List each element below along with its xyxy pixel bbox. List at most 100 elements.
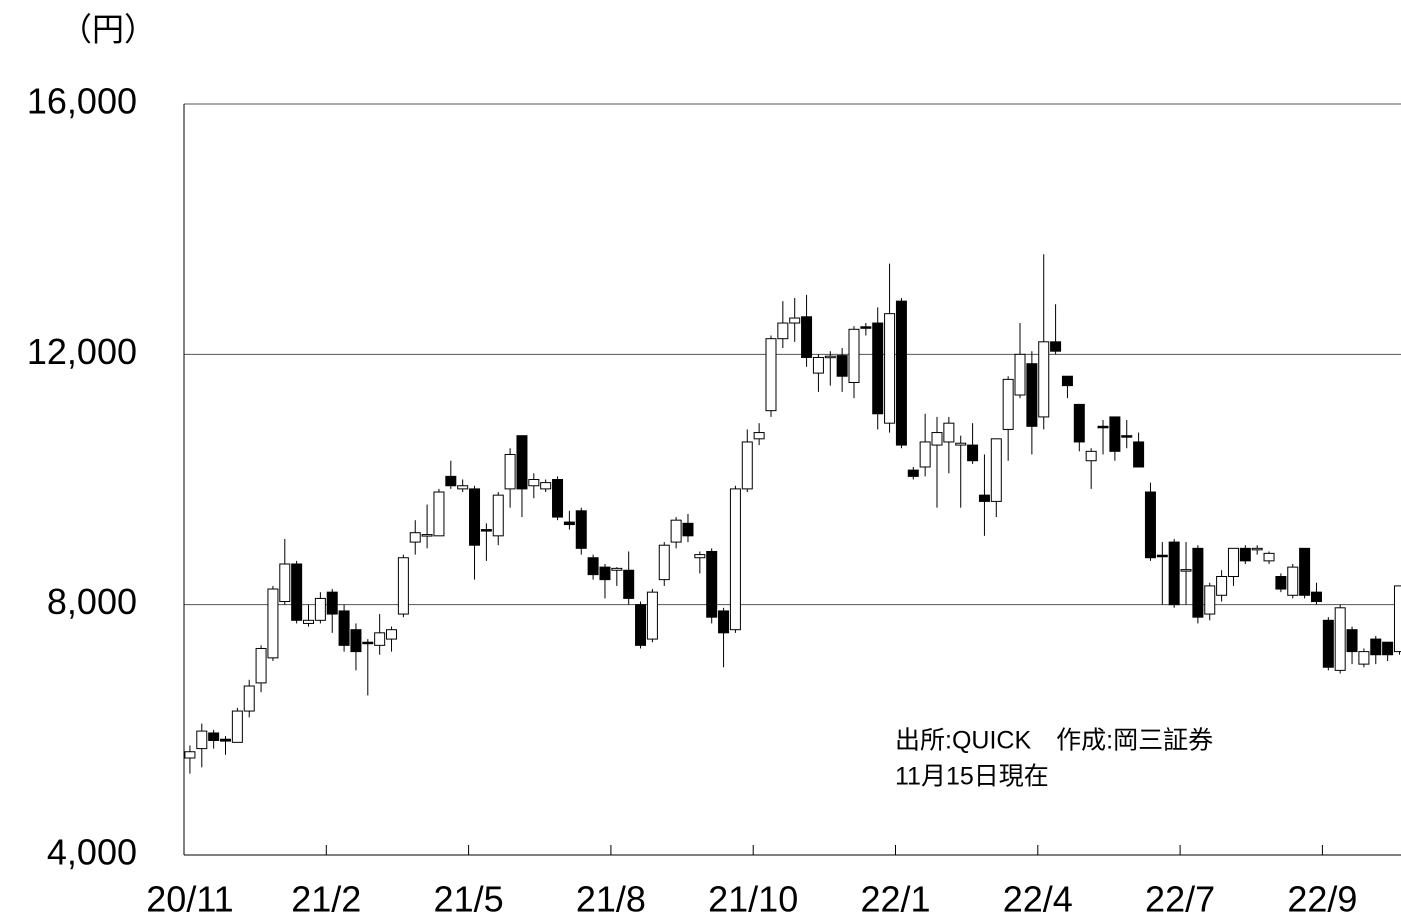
candle-body [1133, 441, 1145, 468]
candle-body [1097, 425, 1109, 429]
candle-body [587, 557, 599, 576]
candle-body [1287, 566, 1299, 596]
candle-body [421, 534, 433, 537]
annotation: 11月15日現在 [895, 763, 1049, 791]
candle-body [469, 488, 481, 546]
x-tick-label: 20/11 [146, 879, 233, 920]
candle-body [777, 322, 789, 340]
x-tick-label: 21/5 [434, 879, 504, 920]
candle-body [967, 444, 979, 462]
candle-body [670, 519, 682, 543]
candle-body [386, 629, 398, 640]
candle-body [907, 469, 919, 477]
candle-body [860, 326, 872, 329]
candle-body [492, 494, 504, 537]
candle-body [208, 732, 220, 741]
candle-body [303, 619, 315, 624]
candle-body [1275, 576, 1287, 590]
candle-body [409, 532, 421, 543]
candle-body [279, 563, 291, 603]
candle-body [1322, 619, 1334, 668]
candle-body [1180, 569, 1192, 572]
candle-body [1073, 403, 1085, 443]
candle-body [338, 610, 350, 646]
candle-body [1050, 341, 1062, 352]
candle-body [1002, 378, 1014, 430]
candle-body [1144, 491, 1156, 559]
candle-body [1334, 607, 1346, 671]
candle-body [931, 432, 943, 446]
candle-body [1358, 651, 1370, 665]
candle-body [231, 710, 243, 743]
candle-body [255, 647, 267, 684]
candle-body [765, 338, 777, 412]
y-tick-label: 16,000 [27, 81, 137, 122]
candle-body [220, 738, 232, 742]
candle-body [1251, 547, 1263, 551]
candle-body [646, 591, 658, 640]
candle-body [872, 322, 884, 415]
candle-body [1216, 576, 1228, 596]
candle-body [350, 629, 362, 653]
candle-body [978, 494, 990, 502]
x-tick-label: 21/10 [708, 879, 798, 920]
candle-body [1370, 638, 1382, 656]
candle-body [919, 441, 931, 468]
candle-body [884, 313, 896, 424]
candle-body [1393, 585, 1401, 653]
x-tick-label: 21/2 [291, 879, 361, 920]
candle-body [801, 316, 813, 358]
candle-body [1085, 450, 1097, 462]
candle-body [563, 521, 575, 526]
candle-body [362, 641, 374, 645]
candle-body [1227, 547, 1239, 578]
candle-body [445, 475, 457, 487]
candle-body [480, 529, 492, 532]
candle-body [1156, 554, 1168, 558]
candle-body [1204, 585, 1216, 615]
candle-body [504, 453, 516, 490]
candle-body [694, 554, 706, 559]
candle-body [1239, 547, 1251, 562]
candle-body [184, 751, 196, 759]
y-tick-label: 4,000 [47, 832, 137, 873]
candle-body [836, 355, 848, 377]
x-tick-label: 22/1 [860, 879, 930, 920]
candle-body [848, 328, 860, 383]
candle-body [326, 591, 338, 615]
candle-body [658, 544, 670, 581]
candle-body [1061, 375, 1073, 387]
candle-body [955, 442, 967, 446]
candle-body [1168, 541, 1180, 606]
y-tick-label: 8,000 [47, 581, 137, 622]
x-tick-label: 22/9 [1287, 879, 1357, 920]
candle-body [374, 632, 386, 646]
candle-body [812, 356, 824, 374]
candle-body [267, 588, 279, 659]
candle-body [741, 441, 753, 490]
candle-body [291, 563, 303, 621]
candle-body [1192, 547, 1204, 618]
candle-body [599, 566, 611, 581]
candle-body [682, 522, 694, 537]
y-axis-label: （円） [60, 11, 156, 47]
candle-body [718, 610, 730, 634]
candle-body [516, 435, 528, 490]
x-tick-label: 22/4 [1003, 879, 1073, 920]
candle-body [433, 491, 445, 537]
candle-body [1346, 629, 1358, 653]
annotation: 出所:QUICK 作成:岡三証券 [895, 727, 1213, 755]
candle-body [895, 300, 907, 446]
candle-body [1382, 641, 1394, 656]
candle-body [943, 422, 955, 443]
candle-body [457, 485, 469, 490]
candle-body [397, 557, 409, 615]
candle-body [1310, 591, 1322, 603]
candle-body [528, 479, 540, 487]
candle-body [1121, 435, 1133, 438]
candle-body [611, 567, 623, 571]
candle-body [243, 685, 255, 712]
y-tick-label: 12,000 [27, 331, 137, 372]
candle-body [314, 597, 326, 621]
